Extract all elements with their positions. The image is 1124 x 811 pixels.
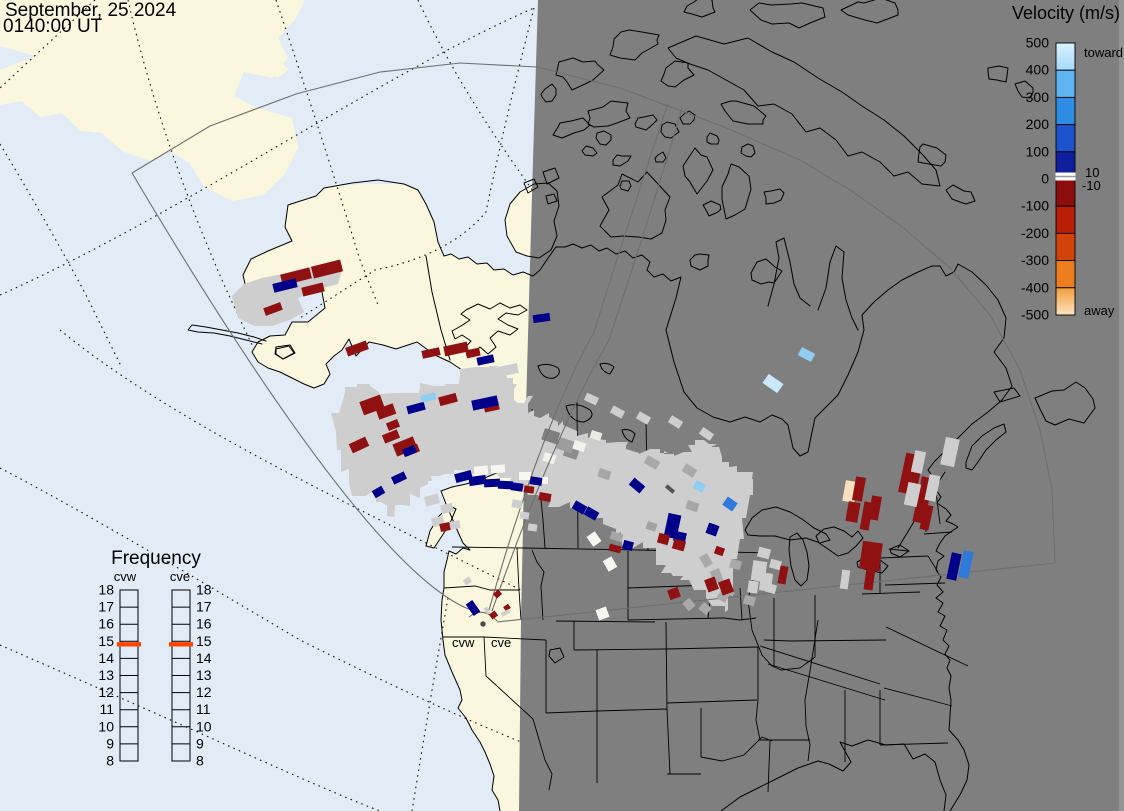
svg-text:200: 200 (1026, 116, 1050, 132)
svg-text:-500: -500 (1021, 307, 1049, 323)
svg-text:16: 16 (98, 616, 114, 632)
svg-text:18: 18 (98, 582, 114, 598)
svg-text:8: 8 (196, 753, 204, 769)
svg-text:Frequency: Frequency (111, 548, 201, 569)
svg-text:13: 13 (196, 667, 212, 683)
svg-text:-200: -200 (1021, 225, 1049, 241)
svg-text:9: 9 (196, 735, 204, 751)
svg-text:cvw: cvw (114, 569, 137, 584)
svg-text:10: 10 (1085, 165, 1099, 180)
svg-text:100: 100 (1026, 143, 1050, 159)
svg-text:9: 9 (106, 735, 114, 751)
svg-text:0140:00 UT: 0140:00 UT (3, 16, 103, 37)
svg-text:cve: cve (491, 635, 511, 650)
svg-text:14: 14 (196, 650, 212, 666)
svg-text:15: 15 (98, 633, 114, 649)
svg-text:-300: -300 (1021, 252, 1049, 268)
svg-text:12: 12 (196, 684, 212, 700)
svg-text:8: 8 (106, 753, 114, 769)
svg-text:400: 400 (1026, 62, 1050, 78)
svg-text:-100: -100 (1021, 198, 1049, 214)
svg-text:13: 13 (98, 667, 114, 683)
svg-text:toward: toward (1084, 45, 1123, 60)
svg-text:17: 17 (98, 599, 114, 615)
svg-text:16: 16 (196, 616, 212, 632)
svg-text:11: 11 (196, 701, 211, 717)
svg-text:September, 25 2024: September, 25 2024 (5, 0, 177, 21)
svg-text:away: away (1084, 303, 1115, 318)
svg-text:18: 18 (196, 582, 212, 598)
svg-text:12: 12 (98, 684, 114, 700)
svg-text:300: 300 (1026, 89, 1050, 105)
svg-text:10: 10 (98, 718, 114, 734)
svg-text:15: 15 (196, 633, 212, 649)
svg-text:cvw: cvw (452, 635, 475, 650)
svg-text:17: 17 (196, 599, 212, 615)
svg-text:cve: cve (170, 569, 190, 584)
svg-text:-10: -10 (1082, 178, 1101, 193)
svg-text:0: 0 (1041, 171, 1049, 187)
svg-text:10: 10 (196, 718, 212, 734)
svg-text:14: 14 (98, 650, 114, 666)
svg-text:11: 11 (99, 701, 114, 717)
svg-text:Velocity (m/s): Velocity (m/s) (1012, 3, 1120, 23)
svg-text:500: 500 (1026, 35, 1050, 51)
svg-text:-400: -400 (1021, 279, 1049, 295)
